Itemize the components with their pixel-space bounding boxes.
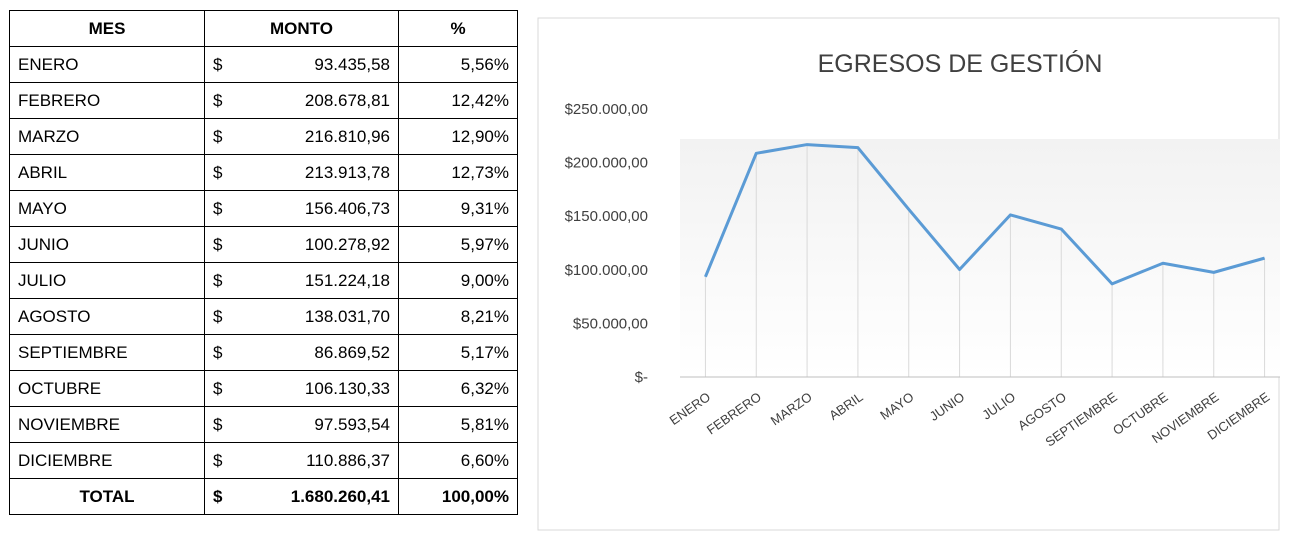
- table-row: MES MONTO%: [9, 10, 518, 47]
- table-cell: 208.678,81: [249, 82, 399, 119]
- y-tick-label: $250.000,00: [565, 101, 648, 118]
- table-cell: JUNIO: [9, 226, 205, 263]
- table-cell: 97.593,54: [249, 406, 399, 443]
- table-cell: 9,31%: [398, 190, 518, 227]
- table-cell: 5,97%: [398, 226, 518, 263]
- x-tick-label: JUNIO: [927, 389, 968, 424]
- table-cell: NOVIEMBRE: [9, 406, 205, 443]
- plot-background: [680, 139, 1280, 377]
- x-tick-label: MAYO: [877, 389, 916, 423]
- table-cell: 100.278,92: [249, 226, 399, 263]
- table-cell: MARZO: [9, 118, 205, 155]
- table-cell: 100,00%: [398, 478, 518, 515]
- table-cell: $: [204, 334, 249, 371]
- table-cell: 151.224,18: [249, 262, 399, 299]
- table-cell: 6,32%: [398, 370, 518, 407]
- x-tick-label: MARZO: [768, 389, 815, 428]
- table-row: AGOSTO $138.031,70 8,21%: [9, 298, 518, 335]
- table-cell: 5,56%: [398, 46, 518, 83]
- table-row: NOVIEMBRE $97.593,54 5,81%: [9, 406, 518, 443]
- table-cell: $: [204, 478, 249, 515]
- table-row: TOTAL $1.680.260,41 100,00%: [9, 478, 518, 515]
- data-table: MES MONTO% ENERO $93.435,58 5,56% FEBRERO $208…: [9, 10, 518, 515]
- table-cell: MES: [9, 10, 205, 47]
- y-tick-label: $50.000,00: [573, 315, 648, 332]
- chart-title: EGRESOS DE GESTIÓN: [818, 49, 1103, 78]
- table-cell: TOTAL: [9, 478, 205, 515]
- y-tick-label: $200.000,00: [565, 155, 648, 172]
- x-tick-label: FEBRERO: [704, 389, 764, 437]
- table-cell: 12,42%: [398, 82, 518, 119]
- table-row: MARZO $216.810,96 12,90%: [9, 118, 518, 155]
- table-cell: 5,81%: [398, 406, 518, 443]
- table-cell: $: [204, 298, 249, 335]
- table-cell: JULIO: [9, 262, 205, 299]
- y-tick-label: $100.000,00: [565, 262, 648, 279]
- y-tick-label: $150.000,00: [565, 208, 648, 225]
- table-cell: $: [204, 442, 249, 479]
- table-cell: 110.886,37: [249, 442, 399, 479]
- line-series: [704, 143, 1265, 286]
- table-cell: 156.406,73: [249, 190, 399, 227]
- table-cell: 216.810,96: [249, 118, 399, 155]
- table-cell: 12,90%: [398, 118, 518, 155]
- table-cell: ENERO: [9, 46, 205, 83]
- table-row: ENERO $93.435,58 5,56%: [9, 46, 518, 83]
- table-cell: MAYO: [9, 190, 205, 227]
- table-cell: 5,17%: [398, 334, 518, 371]
- table-cell: $: [204, 370, 249, 407]
- table-cell: MONTO: [204, 10, 399, 47]
- table-row: SEPTIEMBRE $86.869,52 5,17%: [9, 334, 518, 371]
- x-tick-label: ABRIL: [826, 389, 865, 423]
- y-tick-label: $-: [635, 369, 648, 386]
- table-cell: 12,73%: [398, 154, 518, 191]
- table-cell: SEPTIEMBRE: [9, 334, 205, 371]
- table-cell: $: [204, 118, 249, 155]
- table-row: JULIO $151.224,18 9,00%: [9, 262, 518, 299]
- x-tick-label: ENERO: [667, 389, 713, 428]
- table-cell: 1.680.260,41: [249, 478, 399, 515]
- x-tick-label: JULIO: [979, 389, 1018, 422]
- table-row: MAYO $156.406,73 9,31%: [9, 190, 518, 227]
- table-row: JUNIO $100.278,92 5,97%: [9, 226, 518, 263]
- table-cell: ABRIL: [9, 154, 205, 191]
- table-cell: 9,00%: [398, 262, 518, 299]
- table-cell: 8,21%: [398, 298, 518, 335]
- table-row: DICIEMBRE $110.886,37 6,60%: [9, 442, 518, 479]
- table-row: ABRIL $213.913,78 12,73%: [9, 154, 518, 191]
- table-cell: 138.031,70: [249, 298, 399, 335]
